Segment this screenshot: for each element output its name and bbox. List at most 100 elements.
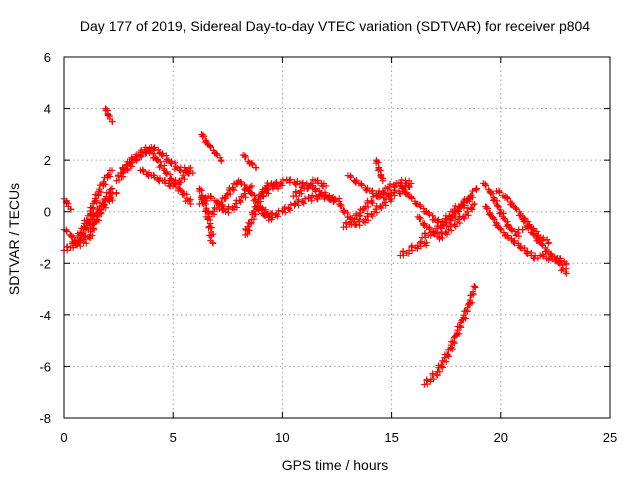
data-point [322, 182, 330, 190]
data-point [227, 190, 234, 198]
data-point [185, 170, 192, 177]
data-point [146, 147, 153, 154]
data-point [91, 216, 98, 224]
data-point [510, 238, 517, 245]
data-point [511, 228, 519, 235]
data-point [331, 195, 339, 203]
data-point [524, 248, 531, 255]
data-point [512, 204, 519, 212]
data-point [153, 155, 161, 163]
data-point [297, 187, 304, 194]
data-point [92, 210, 100, 217]
data-point [402, 190, 409, 197]
data-point [449, 338, 456, 346]
data-point [86, 219, 93, 227]
data-point [223, 191, 230, 199]
data-point [218, 156, 225, 164]
data-point [248, 160, 256, 167]
data-point [421, 220, 428, 227]
data-point [278, 179, 285, 187]
data-point [123, 162, 130, 169]
data-point [416, 201, 424, 209]
data-point [83, 240, 90, 247]
data-point [443, 358, 450, 365]
data-point [138, 152, 145, 159]
data-point [179, 191, 186, 198]
data-point [229, 184, 236, 191]
data-point [372, 205, 380, 213]
data-point [462, 308, 469, 315]
data-point [358, 180, 365, 188]
data-point [244, 230, 251, 238]
data-point [163, 168, 170, 176]
data-point [233, 204, 241, 211]
data-point [408, 180, 415, 187]
data-point [446, 212, 453, 220]
data-point [456, 204, 464, 212]
data-point [93, 191, 101, 198]
data-point [352, 210, 360, 218]
data-point [425, 209, 433, 216]
data-point [369, 187, 376, 194]
data-point [489, 215, 497, 222]
data-point [524, 223, 531, 230]
data-point [497, 209, 504, 216]
plot-frame [63, 56, 611, 419]
data-point [452, 209, 459, 216]
data-point [379, 177, 387, 184]
data-point [494, 202, 501, 210]
data-point [292, 188, 300, 195]
data-point [287, 201, 294, 208]
data-point [104, 112, 112, 119]
data-point [161, 177, 169, 184]
data-point [468, 206, 476, 213]
data-point [416, 215, 423, 223]
data-point [436, 368, 444, 376]
data-point [533, 228, 541, 235]
data-point [545, 239, 553, 246]
data-point [451, 333, 459, 340]
data-point [538, 241, 546, 248]
data-point [487, 210, 494, 217]
data-point [507, 201, 514, 208]
data-point [237, 198, 244, 206]
data-point [120, 169, 127, 176]
data-point [381, 199, 389, 206]
data-point [99, 200, 106, 207]
y-tick-label: 4 [44, 102, 51, 117]
y-tick-label: 6 [44, 50, 51, 65]
data-point [124, 165, 131, 173]
data-point [180, 172, 187, 179]
data-point [203, 137, 210, 145]
data-point [186, 197, 193, 205]
data-point [359, 206, 367, 214]
data-point [269, 209, 276, 217]
data-point [209, 207, 217, 215]
data-point [248, 220, 255, 228]
data-point [89, 232, 96, 239]
data-point [309, 182, 316, 190]
data-point [508, 200, 516, 207]
data-point [405, 183, 412, 190]
data-point [217, 198, 225, 206]
data-point [473, 185, 480, 192]
data-point [430, 375, 437, 383]
data-point [79, 229, 87, 237]
data-point [545, 240, 552, 247]
data-point [549, 252, 556, 260]
data-point [241, 153, 249, 161]
data-point [219, 201, 226, 209]
data-point [364, 217, 372, 224]
data-point [183, 169, 191, 176]
data-point [93, 199, 100, 206]
data-point [108, 118, 116, 125]
data-point [539, 251, 547, 259]
data-point [295, 196, 302, 204]
data-point [451, 205, 458, 213]
y-tick-label: -8 [39, 411, 51, 426]
data-point [199, 200, 206, 207]
data-point [119, 164, 126, 171]
data-point [455, 330, 463, 338]
data-point [312, 185, 319, 192]
data-point [357, 212, 364, 220]
